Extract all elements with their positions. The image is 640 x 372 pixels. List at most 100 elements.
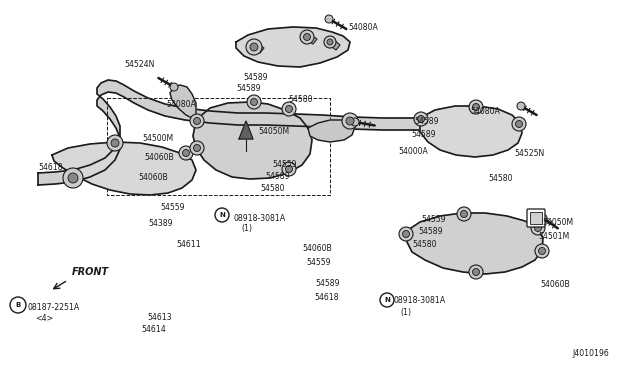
- FancyBboxPatch shape: [530, 212, 542, 224]
- Circle shape: [351, 118, 359, 126]
- Text: 54060B: 54060B: [144, 153, 173, 162]
- Polygon shape: [236, 27, 350, 67]
- Circle shape: [190, 141, 204, 155]
- Circle shape: [461, 211, 467, 218]
- Circle shape: [68, 173, 78, 183]
- Circle shape: [472, 269, 479, 276]
- Polygon shape: [170, 85, 196, 120]
- Circle shape: [250, 43, 258, 51]
- Circle shape: [215, 208, 229, 222]
- Text: 54589: 54589: [243, 73, 268, 82]
- Circle shape: [190, 114, 204, 128]
- Polygon shape: [308, 120, 355, 142]
- Text: (1): (1): [241, 224, 252, 233]
- Text: B: B: [15, 302, 20, 308]
- Circle shape: [457, 207, 471, 221]
- Circle shape: [534, 224, 541, 231]
- Circle shape: [193, 144, 200, 151]
- Polygon shape: [239, 121, 253, 139]
- Text: 08187-2251A: 08187-2251A: [28, 303, 80, 312]
- Text: FRONT: FRONT: [72, 267, 109, 277]
- Polygon shape: [420, 106, 522, 157]
- Circle shape: [324, 36, 336, 48]
- Circle shape: [515, 121, 522, 128]
- Text: (1): (1): [400, 308, 411, 317]
- Circle shape: [250, 99, 257, 106]
- Circle shape: [285, 166, 292, 173]
- Polygon shape: [193, 102, 312, 179]
- FancyBboxPatch shape: [527, 209, 545, 227]
- Circle shape: [10, 297, 26, 313]
- Text: 54618: 54618: [38, 163, 63, 172]
- Circle shape: [535, 244, 549, 258]
- Text: J4010196: J4010196: [572, 349, 609, 358]
- Circle shape: [111, 139, 119, 147]
- Circle shape: [327, 39, 333, 45]
- Text: 54589: 54589: [265, 172, 289, 181]
- Text: 54060B: 54060B: [138, 173, 168, 182]
- Text: 54080A: 54080A: [166, 100, 196, 109]
- Circle shape: [517, 102, 525, 110]
- Circle shape: [531, 221, 545, 235]
- Text: 54501M: 54501M: [538, 232, 569, 241]
- Circle shape: [179, 146, 193, 160]
- Text: 54060B: 54060B: [540, 280, 570, 289]
- Text: 54500M: 54500M: [142, 134, 173, 143]
- Circle shape: [282, 102, 296, 116]
- Text: 08918-3081A: 08918-3081A: [393, 296, 445, 305]
- Text: 54559: 54559: [160, 203, 184, 212]
- Text: 54050M: 54050M: [542, 218, 573, 227]
- Text: 54580: 54580: [288, 95, 312, 104]
- Polygon shape: [52, 142, 196, 195]
- Circle shape: [63, 168, 83, 188]
- Circle shape: [472, 103, 479, 110]
- Text: 54060B: 54060B: [302, 244, 332, 253]
- Circle shape: [469, 100, 483, 114]
- Circle shape: [170, 83, 178, 91]
- Circle shape: [285, 106, 292, 112]
- Circle shape: [246, 39, 262, 55]
- Text: 54559: 54559: [306, 258, 330, 267]
- Polygon shape: [253, 44, 264, 53]
- Circle shape: [512, 117, 526, 131]
- Circle shape: [403, 231, 410, 237]
- Text: 08918-3081A: 08918-3081A: [234, 214, 286, 223]
- Text: 54589: 54589: [315, 279, 339, 288]
- Circle shape: [538, 247, 545, 254]
- Text: 54589: 54589: [236, 84, 260, 93]
- Text: 54000A: 54000A: [398, 147, 428, 156]
- Text: 54589: 54589: [418, 227, 442, 236]
- Circle shape: [417, 115, 424, 122]
- Circle shape: [300, 30, 314, 44]
- Text: <4>: <4>: [35, 314, 53, 323]
- Text: 54611: 54611: [176, 240, 201, 249]
- Text: N: N: [219, 212, 225, 218]
- Text: 54080A: 54080A: [470, 107, 500, 116]
- Circle shape: [399, 227, 413, 241]
- Text: 54580: 54580: [260, 184, 285, 193]
- Polygon shape: [405, 213, 543, 274]
- Circle shape: [342, 113, 358, 129]
- Text: 54614: 54614: [141, 325, 166, 334]
- Text: 54389: 54389: [148, 219, 173, 228]
- Circle shape: [380, 293, 394, 307]
- Text: 54525N: 54525N: [514, 149, 544, 158]
- Polygon shape: [305, 35, 317, 44]
- Text: 54080A: 54080A: [348, 23, 378, 32]
- Text: 54050M: 54050M: [258, 127, 289, 136]
- Text: 54618: 54618: [314, 293, 339, 302]
- Text: 54580: 54580: [412, 240, 436, 249]
- Circle shape: [247, 95, 261, 109]
- Text: N: N: [384, 297, 390, 303]
- Circle shape: [414, 112, 428, 126]
- Polygon shape: [328, 40, 340, 50]
- Circle shape: [282, 162, 296, 176]
- Text: 54559: 54559: [272, 160, 296, 169]
- Circle shape: [193, 118, 200, 125]
- Circle shape: [325, 15, 333, 23]
- Circle shape: [539, 214, 547, 222]
- Circle shape: [107, 135, 123, 151]
- Text: 54589: 54589: [411, 130, 435, 139]
- Circle shape: [182, 150, 189, 157]
- Text: 54589: 54589: [414, 117, 438, 126]
